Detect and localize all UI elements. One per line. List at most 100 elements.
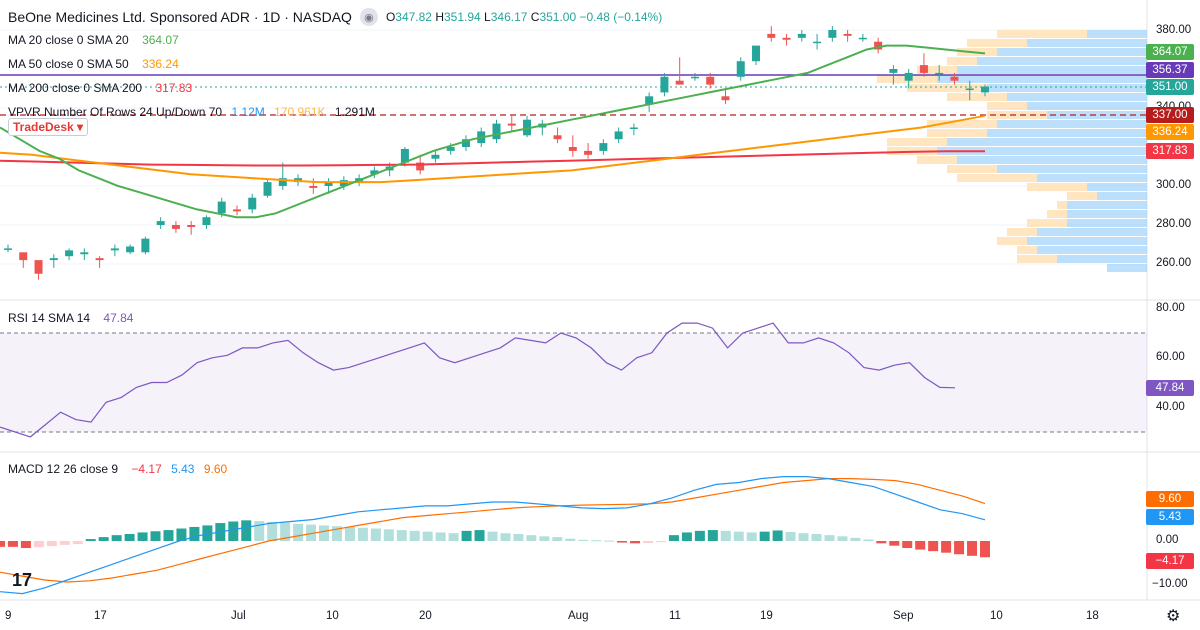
macd-line [0,476,986,595]
candle-body [904,72,913,81]
candle-body [370,170,379,175]
candle-body [95,258,104,261]
macd-histogram-bar [228,521,239,541]
tradedesk-button[interactable]: TradeDesk ▾ [8,118,89,136]
ma200-line [0,150,986,167]
macd-histogram-bar [176,528,187,541]
ma20-legend[interactable]: MA 20 close 0 SMA 20 364.07 [8,33,179,47]
candle-body [202,217,211,225]
macd-signal-badge: 9.60 [1146,491,1194,507]
vpvr-down-bar [997,237,1027,245]
symbol-title[interactable]: BeOne Medicines Ltd. Sponsored ADR · 1D … [8,9,352,25]
candle-body [736,61,745,77]
vpvr-up-bar [977,57,1147,65]
candle-body [49,258,58,261]
vpvr-up-value: 1.12M [231,105,265,119]
vpvr-total-value: 1.291M [334,105,375,119]
ma20-line [0,44,986,219]
vpvr-up-bar [1067,219,1147,227]
vpvr-legend[interactable]: VPVR Number Of Rows 24 Up/Down 70 1.12M … [8,105,375,119]
candle-body [813,41,822,44]
macd-histogram-bar [59,541,70,545]
vpvr-down-bar [887,138,947,146]
macd-histogram-bar [630,541,641,544]
macd-histogram-bar [733,531,744,541]
candle-body [950,76,959,81]
vpvr-down-bar [957,174,1037,182]
macd-signal-value: 9.60 [203,462,228,476]
macd-label: MACD 12 26 close 9 [8,462,119,476]
macd-histogram-bar [954,541,965,555]
symbol-header: BeOne Medicines Ltd. Sponsored ADR · 1D … [8,8,662,26]
candle-body [568,147,577,151]
macd-histogram-bar [409,530,420,541]
macd-histogram-bar [967,541,978,556]
macd-histogram-bar [487,531,498,541]
macd-hist-badge: −4.17 [1146,553,1194,569]
candle-body [431,154,440,159]
vpvr-up-bar [937,147,1147,155]
candle-body [110,248,119,251]
vpvr-down-bar [1047,210,1067,218]
vpvr-up-bar [1007,93,1147,101]
rsi-legend[interactable]: RSI 14 SMA 14 47.84 [8,311,133,325]
macd-histogram-bar [643,541,654,543]
gear-icon[interactable]: ⚙ [1166,608,1181,625]
macd-histogram-bar [591,540,602,542]
macd-histogram-bar [448,533,459,541]
low-value: 346.17 [490,10,528,24]
vpvr-up-bar [1047,111,1147,119]
ma200-label: MA 200 close 0 SMA 200 [8,81,143,95]
macd-signal-line [0,478,986,583]
macd-histogram-bar [98,537,109,541]
candle-body [553,135,562,140]
candle-body [797,33,806,38]
low-label: L [484,10,491,24]
ma50-label: MA 50 close 0 SMA 50 [8,57,129,71]
macd-histogram-bar [604,540,615,542]
open-value: 347.82 [395,10,432,24]
macd-histogram-bar [980,541,990,558]
candle-body [461,139,470,147]
candle-body [232,209,241,212]
eye-icon[interactable]: ◉ [359,8,378,26]
macd-histogram-bar [668,535,679,541]
candle-body [584,150,593,155]
macd-legend[interactable]: MACD 12 26 close 9 −4.17 5.43 9.60 [8,462,227,476]
rsi-axis-label: 40.00 [1156,401,1185,413]
vpvr-up-bar [1037,246,1147,254]
candle-body [80,252,89,255]
time-axis-label: Aug [568,610,589,622]
macd-histogram-bar [876,541,887,544]
candle-body [309,186,318,188]
close-label: C [530,10,540,24]
macd-histogram-bar [513,533,524,541]
macd-histogram-bar [319,525,330,541]
candle-body [828,30,837,38]
candle-body [843,33,852,36]
ma200-price-badge: 317.83 [1146,143,1194,159]
vpvr-down-bar [1057,201,1067,209]
macd-histogram-bar [293,523,304,541]
macd-hist-value: −4.17 [131,462,162,476]
ma20-price-badge: 364.07 [1146,44,1194,60]
macd-histogram-bar [383,529,394,541]
time-axis-label: Jul [231,610,246,622]
candle-body [324,182,333,186]
rsi-badge: 47.84 [1146,380,1194,396]
macd-histogram-bar [578,539,589,541]
price-axis-label: 300.00 [1156,179,1192,191]
macd-line-badge: 5.43 [1146,509,1194,525]
ma200-legend[interactable]: MA 200 close 0 SMA 200 317.83 [8,81,192,95]
macd-histogram-bar [915,541,926,550]
macd-histogram-bar [85,539,96,541]
tradingview-logo-icon[interactable]: 17 [12,570,33,590]
macd-histogram-bar [565,538,576,541]
ma50-legend[interactable]: MA 50 close 0 SMA 50 336.24 [8,57,179,71]
macd-histogram-bar [163,530,174,541]
time-axis-label: 10 [990,610,1003,622]
candle-body [782,37,791,40]
ma200-value: 317.83 [155,81,193,95]
vpvr-up-bar [1037,174,1147,182]
